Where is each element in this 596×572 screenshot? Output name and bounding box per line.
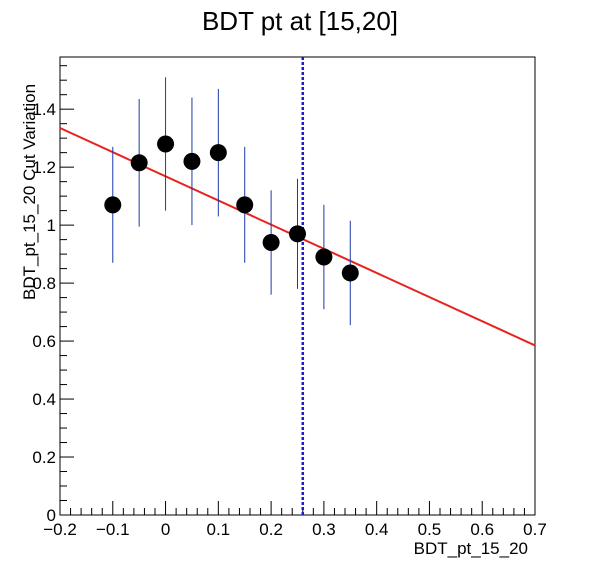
- data-point: [183, 152, 201, 170]
- x-axis-title: BDT_pt_15_20: [414, 539, 528, 558]
- x-tick-label: 0.2: [259, 520, 283, 539]
- data-point: [104, 196, 122, 214]
- data-point: [315, 248, 333, 266]
- y-tick-label: 0: [47, 506, 56, 525]
- x-tick-label: 0.6: [470, 520, 494, 539]
- x-tick-label: 0: [161, 520, 170, 539]
- y-tick-label: 0.2: [32, 448, 56, 467]
- y-tick-label: 0.8: [32, 274, 56, 293]
- data-point: [262, 234, 280, 252]
- data-point: [157, 135, 175, 153]
- y-axis-title: BDT_pt_15_20 Cut Variation: [20, 84, 39, 300]
- y-tick-label: 1: [47, 216, 56, 235]
- x-tick-label: 0.3: [312, 520, 336, 539]
- data-point: [209, 144, 227, 162]
- data-point: [289, 225, 306, 243]
- plot-area: −0.2 −0.1 0 0.1 0.2 0.3 0.4 0.5 0.6 0.7 0 0.2 0.4 0.6…: [32, 56, 547, 539]
- x-tick-label: 0.5: [418, 520, 442, 539]
- x-tick-label: 0.7: [523, 520, 547, 539]
- x-tick-label: −0.2: [43, 520, 77, 539]
- x-tick-label: −0.1: [96, 520, 130, 539]
- x-tick-label: 0.4: [365, 520, 389, 539]
- data-point: [130, 154, 148, 172]
- y-tick-label: 0.4: [32, 390, 56, 409]
- x-tick-label: 0.1: [207, 520, 231, 539]
- y-tick-label: 1.2: [32, 158, 56, 177]
- data-point: [341, 264, 359, 282]
- y-tick-label: 1.4: [32, 100, 56, 119]
- chart-title: BDT pt at [15,20]: [202, 6, 398, 36]
- plot-frame: [59, 56, 536, 516]
- y-tick-label: 0.6: [32, 332, 56, 351]
- data-point: [236, 196, 254, 214]
